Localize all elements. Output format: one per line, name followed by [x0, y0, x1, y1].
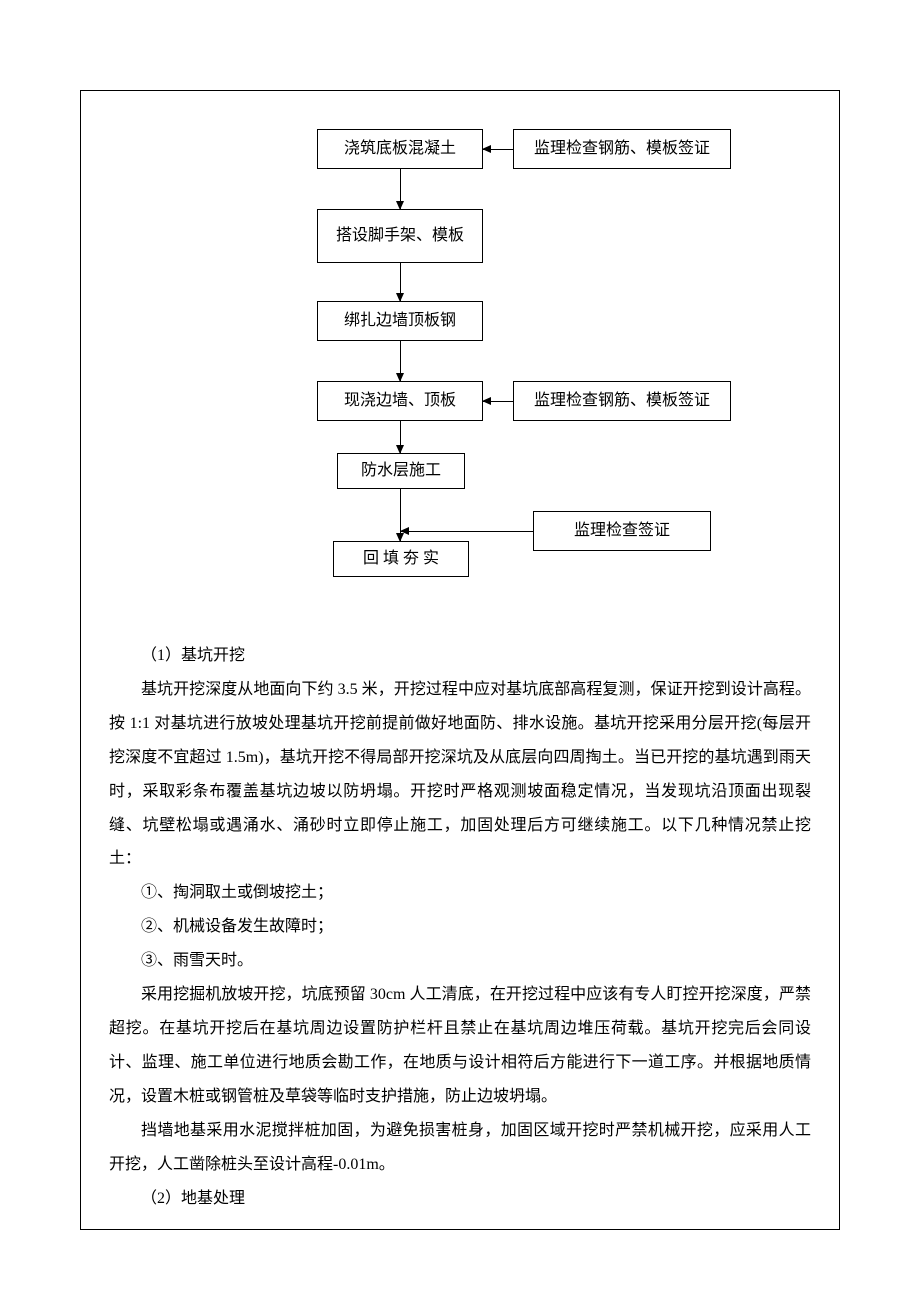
- section-heading: （1）基坑开挖: [109, 639, 811, 673]
- section-heading: （2）地基处理: [109, 1182, 811, 1216]
- paragraph: 基坑开挖深度从地面向下约 3.5 米，开挖过程中应对基坑底部高程复测，保证开挖到…: [109, 673, 811, 876]
- node-bind-rebar: 绑扎边墙顶板钢: [317, 301, 483, 341]
- node-waterproof: 防水层施工: [337, 453, 465, 489]
- node-label: 浇筑底板混凝土: [344, 138, 456, 160]
- arrow-down-icon: [400, 263, 401, 301]
- arrow-down-icon: [400, 169, 401, 209]
- list-item: ①、掏洞取土或倒坡挖土；: [109, 876, 811, 910]
- node-backfill: 回 填 夯 实: [333, 541, 469, 577]
- node-label: 防水层施工: [361, 460, 441, 482]
- arrow-down-icon: [400, 421, 401, 453]
- paragraph: 采用挖掘机放坡开挖，坑底预留 30cm 人工清底，在开挖过程中应该有专人盯控开挖…: [109, 978, 811, 1114]
- arrow-left-icon: [401, 531, 533, 532]
- body-text: （1）基坑开挖 基坑开挖深度从地面向下约 3.5 米，开挖过程中应对基坑底部高程…: [109, 639, 811, 1215]
- node-label: 现浇边墙、顶板: [344, 390, 456, 412]
- paragraph: 挡墙地基采用水泥搅拌桩加固，为避免损害桩身，加固区域开挖时严禁机械开挖，应采用人…: [109, 1114, 811, 1182]
- page-border: 浇筑底板混凝土 监理检查钢筋、模板签证 搭设脚手架、模板 绑扎边墙顶板钢 现浇边…: [80, 90, 840, 1230]
- arrow-left-icon: [483, 149, 513, 150]
- list-item: ②、机械设备发生故障时；: [109, 910, 811, 944]
- node-label: 监理检查钢筋、模板签证: [534, 138, 710, 160]
- node-label: 监理检查签证: [574, 520, 670, 542]
- list-item: ③、雨雪天时。: [109, 944, 811, 978]
- node-label: 绑扎边墙顶板钢: [344, 310, 456, 332]
- arrow-left-icon: [483, 401, 513, 402]
- arrow-down-icon: [400, 341, 401, 381]
- node-supervise-rebar-2: 监理检查钢筋、模板签证: [513, 381, 731, 421]
- node-supervise-rebar-1: 监理检查钢筋、模板签证: [513, 129, 731, 169]
- node-label: 回 填 夯 实: [363, 548, 439, 570]
- flowchart: 浇筑底板混凝土 监理检查钢筋、模板签证 搭设脚手架、模板 绑扎边墙顶板钢 现浇边…: [81, 91, 839, 611]
- node-pour-concrete: 浇筑底板混凝土: [317, 129, 483, 169]
- node-supervise-sign: 监理检查签证: [533, 511, 711, 551]
- node-label: 监理检查钢筋、模板签证: [534, 390, 710, 412]
- node-cast-wall: 现浇边墙、顶板: [317, 381, 483, 421]
- node-scaffold: 搭设脚手架、模板: [317, 209, 483, 263]
- node-label: 搭设脚手架、模板: [336, 225, 464, 247]
